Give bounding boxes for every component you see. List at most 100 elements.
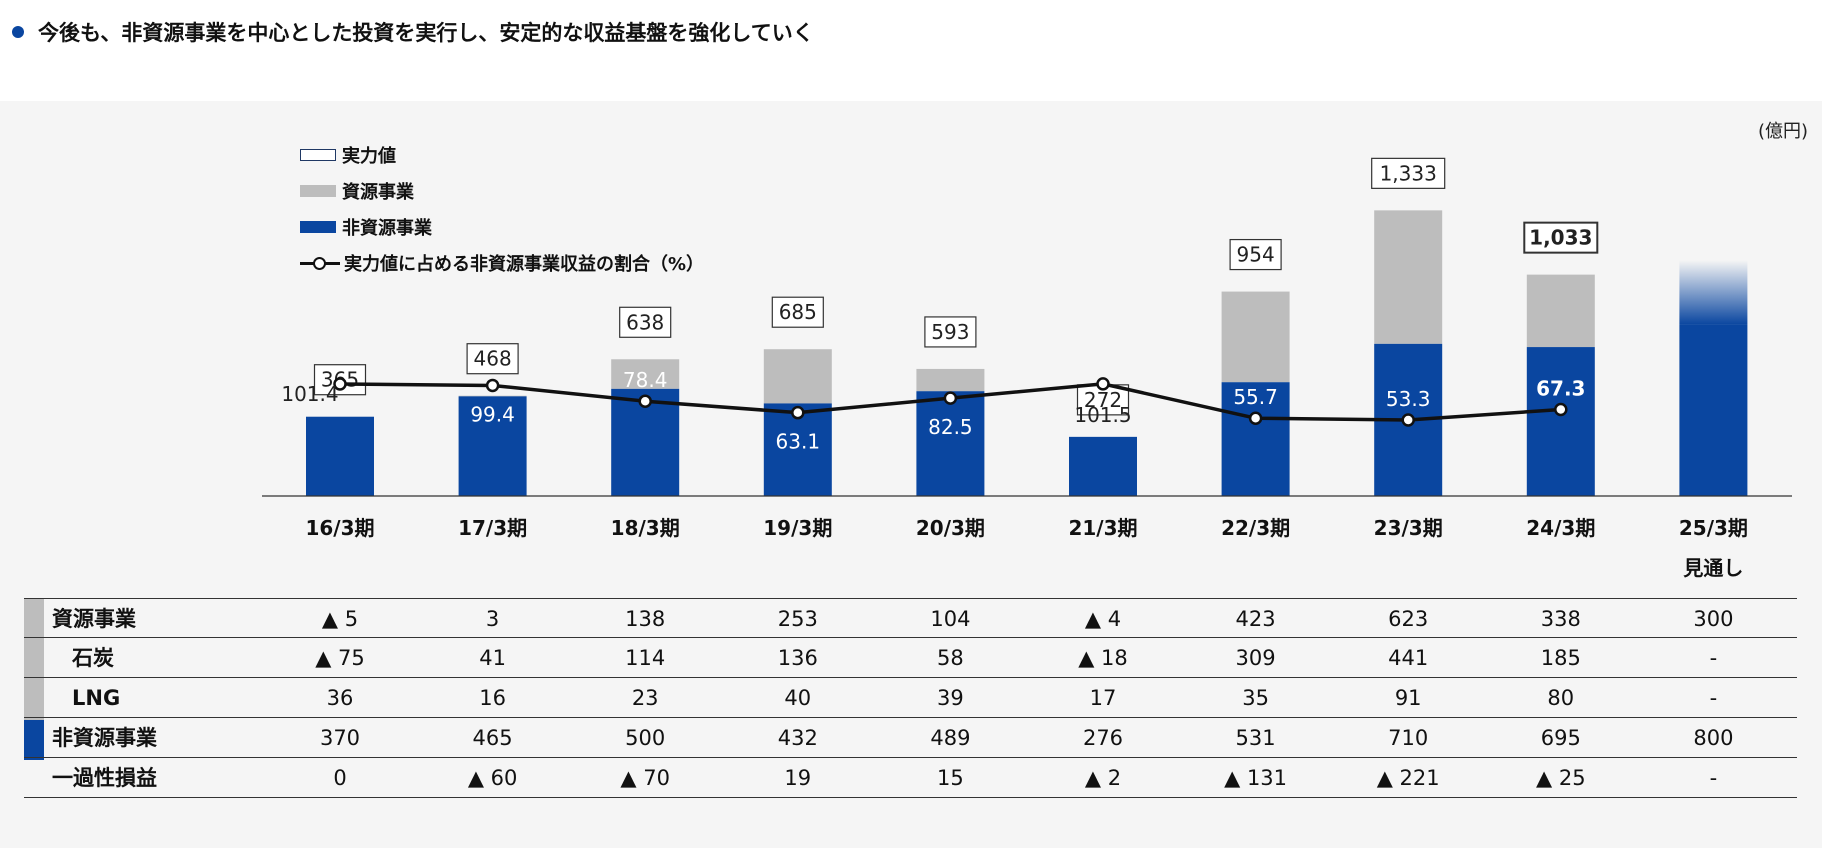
ratio-point xyxy=(1554,402,1568,417)
table-cell: - xyxy=(1709,646,1718,670)
total-label: 272 xyxy=(1084,388,1122,412)
table-cell: 300 xyxy=(1693,607,1734,631)
table-cell: 0 xyxy=(333,766,347,790)
table-cell: 441 xyxy=(1388,646,1429,670)
total-label-box xyxy=(466,343,519,375)
legend-item-nonresource: 非資源事業 xyxy=(300,209,704,245)
ratio-label: 78.4 xyxy=(623,368,668,392)
x-tick-sublabel: 見通し xyxy=(1683,556,1743,580)
table-cell: 138 xyxy=(625,607,666,631)
total-label: 1,033 xyxy=(1529,226,1592,250)
legend-item-ratio: 実力値に占める非資源事業収益の割合（%） xyxy=(300,245,704,281)
bullet-icon xyxy=(12,26,24,38)
table-cell: 23 xyxy=(631,686,659,710)
table-cell: 309 xyxy=(1235,646,1276,670)
table-row-label: 非資源事業 xyxy=(52,726,157,750)
ratio-point xyxy=(638,394,652,408)
table-cell: 40 xyxy=(784,686,812,710)
bar-nonresource xyxy=(1526,347,1595,496)
x-tick-label: 20/3期 xyxy=(916,516,985,540)
ratio-point xyxy=(943,391,958,405)
ratio-point xyxy=(485,378,500,393)
total-label-box xyxy=(771,296,824,328)
bar-nonresource xyxy=(1221,382,1290,496)
total-label: 685 xyxy=(779,300,817,324)
ratio-point xyxy=(791,405,805,420)
bar-nonresource xyxy=(916,391,985,496)
table-cell: ▲ 25 xyxy=(1536,766,1586,790)
legend-label-resource: 資源事業 xyxy=(342,182,414,203)
ratio-point xyxy=(1401,413,1415,427)
ratio-label: 67.3 xyxy=(1536,377,1585,401)
ratio-label: 55.7 xyxy=(1233,385,1278,409)
ratio-label: 82.5 xyxy=(928,415,973,439)
table-group-bar-nonresource xyxy=(24,720,44,760)
table-cell: 3 xyxy=(485,607,500,631)
table-cell: - xyxy=(1709,766,1718,790)
table-group-bar-resource xyxy=(24,598,44,720)
total-label: 954 xyxy=(1237,243,1275,267)
bar-nonresource xyxy=(458,396,527,496)
table-cell: 276 xyxy=(1082,726,1124,750)
total-label: 1,333 xyxy=(1380,161,1437,185)
legend-swatch-resource xyxy=(300,185,336,197)
table-cell: 136 xyxy=(777,646,818,670)
x-tick-label: 22/3期 xyxy=(1221,516,1290,540)
bar-nonresource xyxy=(306,416,374,496)
table-row-label: LNG xyxy=(72,686,121,710)
x-tick-label: 17/3期 xyxy=(458,516,527,540)
bar-resource xyxy=(916,368,985,392)
bar-resource-forecast xyxy=(1679,260,1748,325)
table-cell: 114 xyxy=(625,646,666,670)
ratio-label: 101.5 xyxy=(1074,403,1131,427)
total-label: 638 xyxy=(626,310,664,334)
legend-swatch-actual xyxy=(300,149,336,161)
x-tick-label: 23/3期 xyxy=(1374,516,1443,540)
unit-label: (億円) xyxy=(1757,121,1808,142)
table-cell: 80 xyxy=(1547,686,1575,710)
table-cell: 15 xyxy=(937,766,964,790)
table-cell: 710 xyxy=(1388,726,1429,750)
table-cell: ▲ 70 xyxy=(620,766,670,790)
table-row-label: 一過性損益 xyxy=(52,766,157,790)
table-cell: ▲ 4 xyxy=(1084,607,1122,631)
table-row: 一過性損益 0 ▲ 60 ▲ 70 19 15 ▲ 2 ▲ 131 ▲ 221 ▲ 25 - xyxy=(24,758,1797,798)
ratio-label: 53.3 xyxy=(1386,387,1431,411)
table-cell: ▲ 221 xyxy=(1376,766,1440,790)
total-label-box xyxy=(1229,238,1282,271)
x-tick-label: 25/3期 xyxy=(1679,516,1748,540)
table-cell: 16 xyxy=(479,686,506,710)
table-row-label: 資源事業 xyxy=(52,607,136,631)
total-label-box xyxy=(1523,221,1599,254)
legend-swatch-nonresource xyxy=(300,221,336,233)
bar-nonresource xyxy=(1069,436,1137,496)
legend-item-resource: 資源事業 xyxy=(300,173,704,209)
table-cell: 91 xyxy=(1394,686,1422,710)
table-cell: 465 xyxy=(472,726,513,750)
bar-resource xyxy=(458,395,527,397)
table-row: 非資源事業 370 465 500 432 489 276 531 710 695 800 xyxy=(24,718,1797,758)
table-cell: ▲ 60 xyxy=(467,766,518,790)
total-label-box xyxy=(619,306,672,338)
table-cell: 489 xyxy=(930,726,971,750)
table-cell: 695 xyxy=(1540,726,1581,750)
ratio-point xyxy=(1096,377,1110,391)
legend-label-ratio: 実力値に占める非資源事業収益の割合（%） xyxy=(344,254,705,275)
table-cell: - xyxy=(1709,686,1718,710)
total-label-box xyxy=(924,316,977,348)
x-tick-label: 16/3期 xyxy=(305,516,374,540)
table-cell: 185 xyxy=(1540,646,1581,670)
table-cell: 338 xyxy=(1540,607,1581,631)
headline-text: 今後も、非資源事業を中心とした投資を実行し、安定的な収益基盤を強化していく xyxy=(38,21,814,45)
bar-resource xyxy=(1526,274,1595,348)
headline: 今後も、非資源事業を中心とした投資を実行し、安定的な収益基盤を強化していく xyxy=(12,16,814,48)
table-cell: 423 xyxy=(1235,607,1276,631)
total-label: 468 xyxy=(474,347,512,371)
bar-resource xyxy=(611,359,680,389)
table-cell: 370 xyxy=(319,726,361,750)
ratio-label: 99.4 xyxy=(470,402,515,426)
legend-item-actual: 実力値 xyxy=(300,137,704,173)
table-cell: 41 xyxy=(479,646,506,670)
ratio-point xyxy=(333,377,347,391)
